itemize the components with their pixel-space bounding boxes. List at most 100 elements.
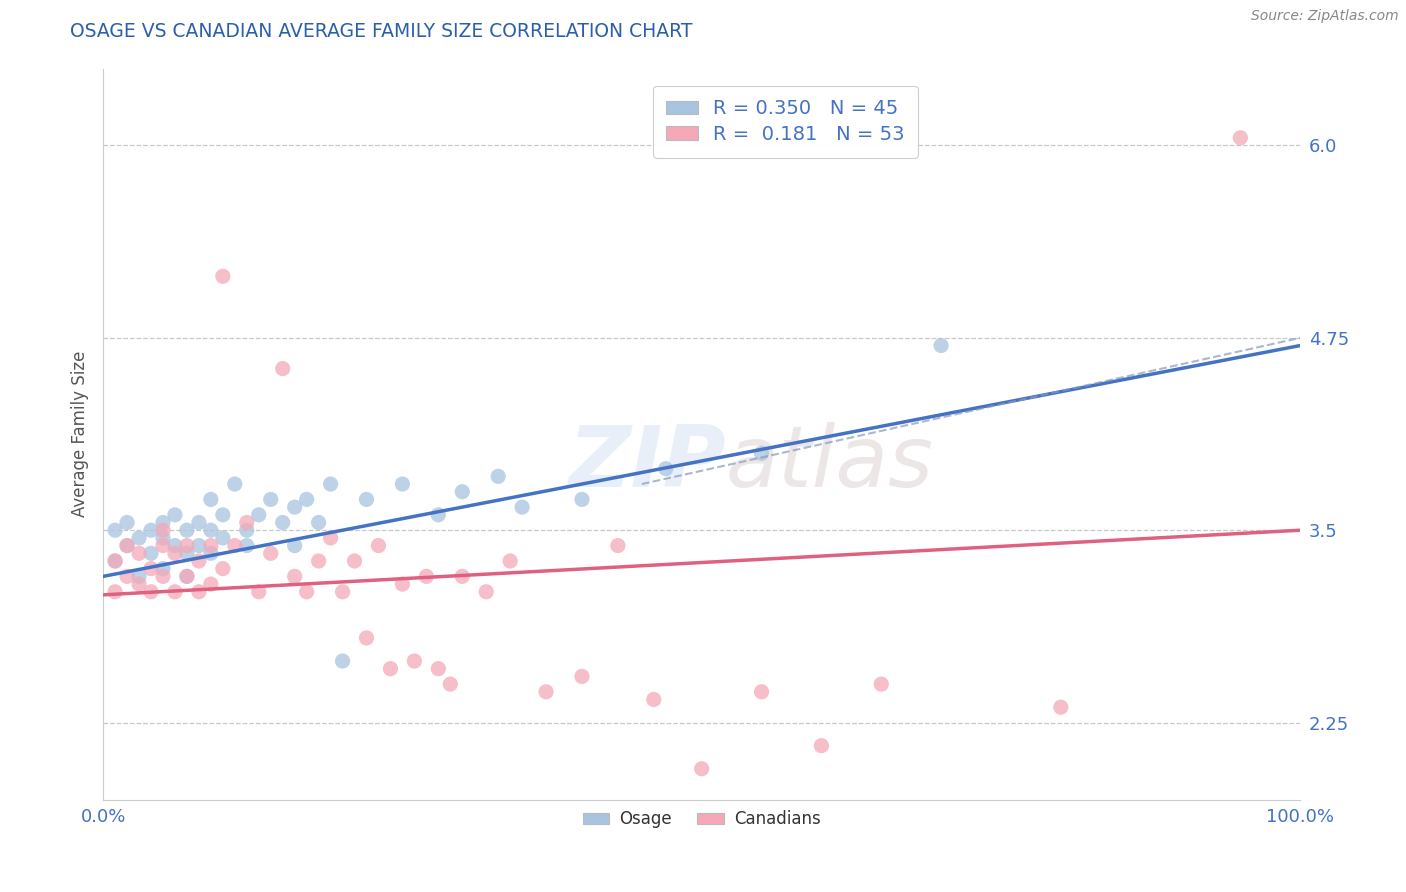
Point xyxy=(163,584,186,599)
Point xyxy=(1049,700,1071,714)
Point xyxy=(1229,130,1251,145)
Point xyxy=(115,539,138,553)
Point xyxy=(751,685,773,699)
Point xyxy=(439,677,461,691)
Point xyxy=(176,569,198,583)
Point xyxy=(200,577,222,591)
Point xyxy=(451,484,474,499)
Point xyxy=(187,516,209,530)
Point xyxy=(115,539,138,553)
Point xyxy=(200,523,222,537)
Point xyxy=(319,531,342,545)
Point xyxy=(152,539,174,553)
Point xyxy=(571,492,593,507)
Point xyxy=(224,539,246,553)
Point xyxy=(284,500,307,515)
Point xyxy=(128,531,150,545)
Point xyxy=(187,539,209,553)
Point xyxy=(427,662,450,676)
Point xyxy=(319,477,342,491)
Point xyxy=(104,584,127,599)
Point xyxy=(236,516,259,530)
Point xyxy=(510,500,533,515)
Point xyxy=(247,584,270,599)
Point xyxy=(152,523,174,537)
Point xyxy=(115,516,138,530)
Point xyxy=(139,562,162,576)
Text: ZIP: ZIP xyxy=(568,422,725,505)
Point xyxy=(211,269,233,284)
Point xyxy=(152,569,174,583)
Point xyxy=(451,569,474,583)
Point xyxy=(308,516,330,530)
Point xyxy=(415,569,437,583)
Point xyxy=(260,546,283,560)
Point xyxy=(163,539,186,553)
Text: atlas: atlas xyxy=(725,422,934,505)
Point xyxy=(236,539,259,553)
Point xyxy=(391,477,413,491)
Point xyxy=(606,539,628,553)
Point xyxy=(152,562,174,576)
Point xyxy=(139,523,162,537)
Point xyxy=(236,523,259,537)
Point xyxy=(643,692,665,706)
Point xyxy=(139,546,162,560)
Point xyxy=(176,569,198,583)
Point xyxy=(224,477,246,491)
Point xyxy=(271,361,294,376)
Point xyxy=(295,584,318,599)
Point xyxy=(929,338,952,352)
Point xyxy=(211,508,233,522)
Point xyxy=(810,739,832,753)
Point xyxy=(104,523,127,537)
Point xyxy=(176,523,198,537)
Point xyxy=(163,546,186,560)
Point xyxy=(152,531,174,545)
Point xyxy=(475,584,498,599)
Point xyxy=(211,562,233,576)
Point xyxy=(115,569,138,583)
Point xyxy=(751,446,773,460)
Point xyxy=(104,554,127,568)
Point xyxy=(211,531,233,545)
Point xyxy=(200,539,222,553)
Point xyxy=(139,584,162,599)
Point xyxy=(152,516,174,530)
Point xyxy=(187,584,209,599)
Point xyxy=(200,492,222,507)
Point xyxy=(534,685,557,699)
Point xyxy=(499,554,522,568)
Point xyxy=(655,461,678,475)
Point xyxy=(427,508,450,522)
Point xyxy=(104,554,127,568)
Point xyxy=(176,546,198,560)
Point xyxy=(247,508,270,522)
Point xyxy=(163,508,186,522)
Point xyxy=(284,569,307,583)
Point xyxy=(128,546,150,560)
Point xyxy=(260,492,283,507)
Y-axis label: Average Family Size: Average Family Size xyxy=(72,351,89,517)
Point xyxy=(343,554,366,568)
Point xyxy=(332,584,354,599)
Legend: Osage, Canadians: Osage, Canadians xyxy=(576,804,827,835)
Point xyxy=(308,554,330,568)
Point xyxy=(176,539,198,553)
Point xyxy=(187,554,209,568)
Point xyxy=(870,677,893,691)
Point xyxy=(295,492,318,507)
Point xyxy=(690,762,713,776)
Point xyxy=(404,654,426,668)
Point xyxy=(391,577,413,591)
Point xyxy=(356,631,378,645)
Point xyxy=(128,577,150,591)
Point xyxy=(284,539,307,553)
Point xyxy=(271,516,294,530)
Point xyxy=(571,669,593,683)
Point xyxy=(356,492,378,507)
Text: OSAGE VS CANADIAN AVERAGE FAMILY SIZE CORRELATION CHART: OSAGE VS CANADIAN AVERAGE FAMILY SIZE CO… xyxy=(70,22,693,41)
Point xyxy=(380,662,402,676)
Point xyxy=(367,539,389,553)
Point xyxy=(486,469,509,483)
